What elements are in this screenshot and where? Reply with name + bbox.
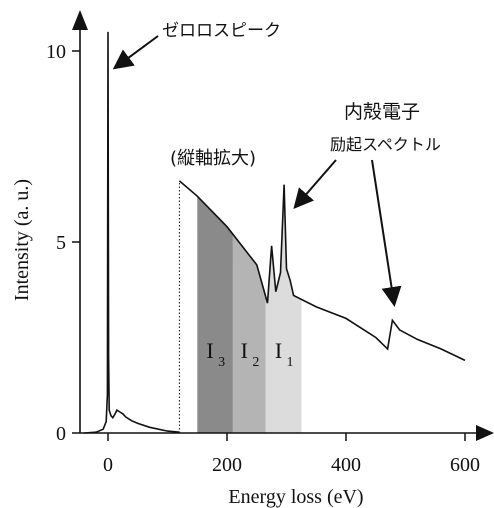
- window-label-subscript-3: 1: [287, 355, 294, 370]
- zero-loss-arrow: [112, 35, 159, 70]
- magnified-axis-annotation: (縦軸拡大): [170, 148, 256, 169]
- window-label-3: I: [275, 338, 282, 363]
- x-tick-label: 600: [450, 454, 480, 476]
- y-tick-label: 10: [46, 41, 66, 63]
- zero-loss-peak-annotation: ゼロロスピーク: [162, 21, 281, 41]
- window-label-subscript-1: 3: [218, 355, 225, 370]
- y-axis-arrowhead: [72, 10, 88, 30]
- core-loss-arrow-right: [371, 159, 402, 307]
- x-axis-label: Energy loss (eV): [228, 486, 363, 508]
- x-tick-label: 0: [103, 454, 113, 476]
- core-loss-annotation-line1: 内殻電子: [344, 101, 420, 123]
- zero-loss-series-line: [84, 31, 180, 434]
- window-label-subscript-2: 2: [252, 355, 259, 370]
- core-loss-arrow-left: [293, 159, 337, 210]
- y-axis-label: Intensity (a. u.): [11, 179, 33, 301]
- y-tick-label: 5: [56, 232, 66, 254]
- axis-ticks: 0 200 400 600 0 5 10: [46, 41, 480, 476]
- core-loss-annotation-line2: 励起スペクトル: [330, 135, 441, 154]
- core-loss-series-line: [178, 180, 466, 362]
- integration-window-3: [265, 184, 302, 433]
- window-label-1: I: [206, 338, 213, 363]
- x-tick-label: 200: [212, 454, 242, 476]
- integration-window-2: [232, 234, 266, 433]
- window-label-2: I: [241, 338, 248, 363]
- integration-windows: [197, 184, 302, 433]
- integration-window-1: [197, 196, 233, 433]
- y-tick-label: 0: [56, 423, 66, 445]
- x-axis-arrowhead: [476, 425, 494, 441]
- x-tick-label: 400: [331, 454, 361, 476]
